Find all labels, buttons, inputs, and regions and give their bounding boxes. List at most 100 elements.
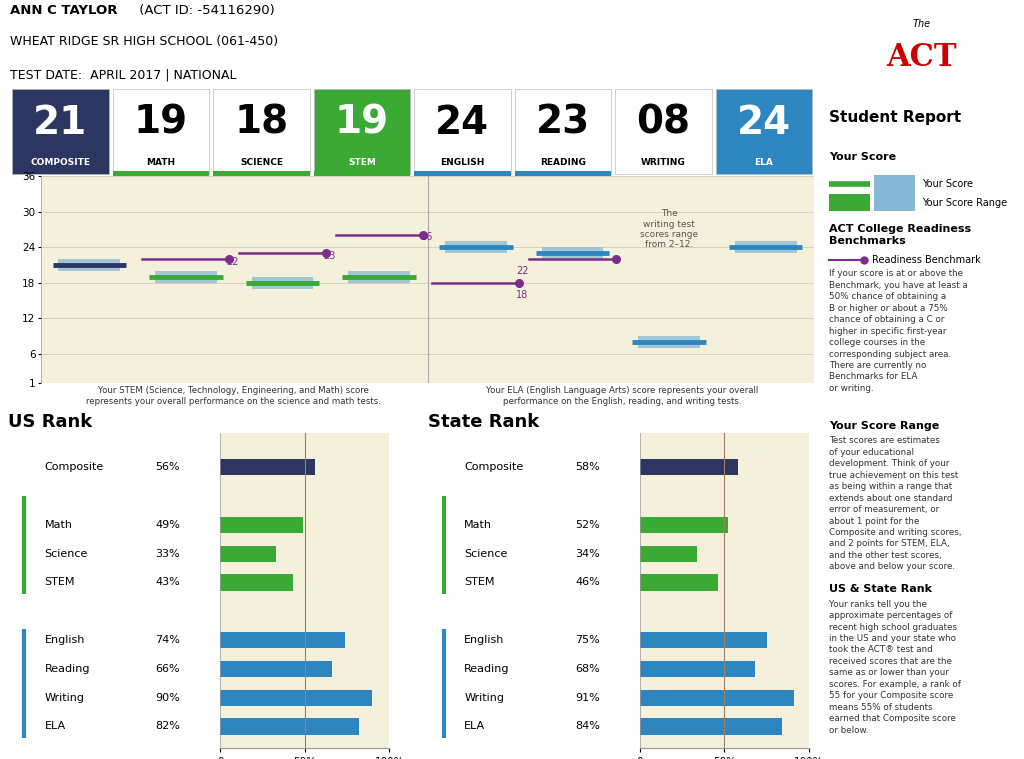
Text: Your Score Range: Your Score Range — [829, 421, 940, 431]
Text: READING: READING — [540, 159, 586, 167]
Text: Your Score: Your Score — [922, 178, 973, 189]
Text: Science: Science — [44, 549, 88, 559]
Bar — [220, 719, 358, 735]
Bar — [213, 171, 309, 176]
Text: COMPOSITE: COMPOSITE — [31, 159, 90, 167]
Text: 19: 19 — [134, 104, 188, 142]
Text: WHEAT RIDGE SR HIGH SCHOOL (061-450): WHEAT RIDGE SR HIGH SCHOOL (061-450) — [10, 35, 279, 48]
Text: 68%: 68% — [575, 664, 600, 674]
Text: ELA: ELA — [755, 159, 773, 167]
Text: The
writing test
scores range
from 2–12.: The writing test scores range from 2–12. — [640, 209, 698, 250]
Bar — [515, 171, 611, 176]
Bar — [12, 89, 109, 175]
FancyBboxPatch shape — [874, 175, 915, 194]
Bar — [640, 546, 697, 562]
Bar — [542, 247, 603, 259]
Text: 46%: 46% — [575, 578, 600, 587]
Text: ACT: ACT — [887, 42, 956, 73]
Text: 19: 19 — [335, 104, 389, 142]
Text: ACT College Readiness
Benchmarks: ACT College Readiness Benchmarks — [829, 224, 972, 245]
Text: 24: 24 — [435, 104, 489, 142]
Bar — [213, 89, 309, 175]
Bar — [414, 171, 511, 176]
Text: SCIENCE: SCIENCE — [240, 159, 283, 167]
Text: (ACT ID: -54116290): (ACT ID: -54116290) — [135, 5, 274, 17]
Text: Your ELA (English Language Arts) score represents your overall
performance on th: Your ELA (English Language Arts) score r… — [486, 386, 758, 405]
Bar — [640, 575, 718, 591]
Text: 22: 22 — [226, 257, 239, 266]
Bar — [640, 632, 767, 648]
Text: 23: 23 — [324, 250, 336, 260]
Bar — [444, 241, 507, 253]
Bar — [640, 690, 794, 706]
Text: Composite: Composite — [44, 462, 103, 472]
Text: MATH: MATH — [146, 159, 175, 167]
Text: 26: 26 — [420, 232, 432, 242]
Bar — [220, 459, 314, 475]
Text: 74%: 74% — [156, 635, 180, 645]
Text: Your Score Range: Your Score Range — [922, 197, 1007, 208]
Bar — [220, 632, 345, 648]
Text: Your STEM (Science, Technology, Engineering, and Math) score
represents your ove: Your STEM (Science, Technology, Engineer… — [86, 386, 380, 405]
Bar — [640, 719, 782, 735]
Text: 52%: 52% — [575, 520, 600, 530]
Text: Science: Science — [464, 549, 508, 559]
Bar — [313, 89, 411, 175]
Text: Test scores are estimates
of your educational
development. Think of your
true ac: Test scores are estimates of your educat… — [829, 436, 962, 572]
Bar — [313, 171, 411, 176]
Bar — [58, 259, 120, 271]
Text: 75%: 75% — [575, 635, 600, 645]
Bar — [155, 271, 217, 282]
Text: 22: 22 — [516, 266, 529, 276]
Text: 91%: 91% — [575, 693, 600, 703]
Text: English: English — [44, 635, 85, 645]
Text: English: English — [464, 635, 505, 645]
Text: 43%: 43% — [156, 578, 180, 587]
Text: Your Score: Your Score — [829, 152, 897, 162]
Text: 58%: 58% — [575, 462, 600, 472]
Text: TEST DATE:  APRIL 2017 | NATIONAL: TEST DATE: APRIL 2017 | NATIONAL — [10, 68, 237, 81]
Text: 34%: 34% — [575, 549, 600, 559]
Text: 82%: 82% — [156, 722, 180, 732]
Text: 24: 24 — [737, 104, 791, 142]
Text: 56%: 56% — [156, 462, 180, 472]
Text: Reading: Reading — [464, 664, 510, 674]
Bar — [220, 517, 303, 533]
Text: 21: 21 — [34, 104, 88, 142]
Bar — [716, 89, 812, 175]
Text: ANN C TAYLOR: ANN C TAYLOR — [10, 5, 118, 17]
Text: ELA: ELA — [464, 722, 485, 732]
Bar — [252, 277, 313, 288]
Bar — [515, 89, 611, 175]
Text: If your score is at or above the
Benchmark, you have at least a
50% chance of ob: If your score is at or above the Benchma… — [829, 269, 968, 393]
Text: US & State Rank: US & State Rank — [829, 584, 933, 594]
Text: Readiness Benchmark: Readiness Benchmark — [872, 254, 981, 265]
Text: ELA: ELA — [44, 722, 66, 732]
Text: STEM: STEM — [464, 578, 495, 587]
Text: 18: 18 — [516, 290, 528, 300]
Text: Composite: Composite — [464, 462, 523, 472]
Text: 66%: 66% — [156, 664, 180, 674]
Text: US Rank: US Rank — [8, 413, 92, 431]
Text: 08: 08 — [636, 104, 690, 142]
Text: STEM: STEM — [348, 159, 376, 167]
Text: Reading: Reading — [44, 664, 90, 674]
Text: Math: Math — [44, 520, 73, 530]
Text: 49%: 49% — [156, 520, 180, 530]
Bar — [640, 459, 738, 475]
Bar — [113, 171, 209, 176]
Text: 84%: 84% — [575, 722, 600, 732]
Text: The: The — [912, 19, 931, 29]
Bar — [640, 661, 755, 677]
Bar — [615, 89, 712, 175]
Text: Writing: Writing — [464, 693, 504, 703]
Text: Your ranks tell you the
approximate percentages of
recent high school graduates
: Your ranks tell you the approximate perc… — [829, 600, 962, 735]
Bar — [735, 241, 797, 253]
Bar — [220, 661, 332, 677]
Bar — [113, 89, 209, 175]
Text: 18: 18 — [234, 104, 289, 142]
Text: 90%: 90% — [156, 693, 180, 703]
Bar — [640, 517, 728, 533]
Bar — [348, 271, 411, 282]
Bar — [220, 546, 275, 562]
